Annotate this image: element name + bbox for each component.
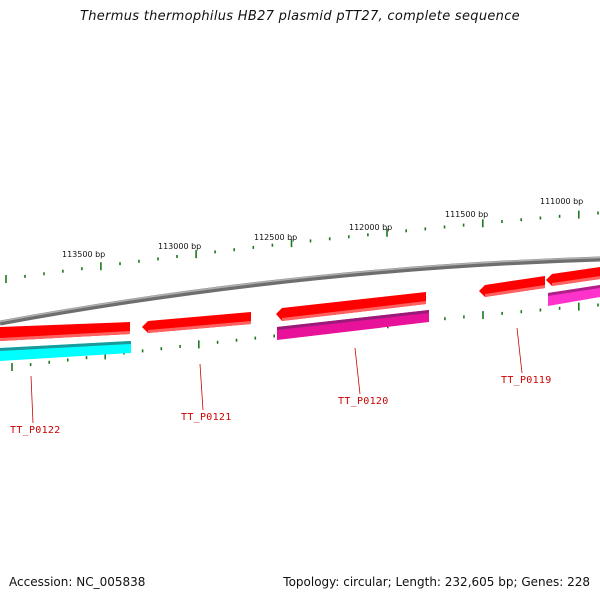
gene-arrow[interactable] xyxy=(0,322,130,341)
gene-label: TT_P0119 xyxy=(501,375,552,386)
gene-arrow[interactable] xyxy=(0,341,131,361)
gene-arrow[interactable] xyxy=(142,312,251,333)
label-leaders xyxy=(30,327,523,424)
outer-ticks xyxy=(5,210,599,283)
map-title: Thermus thermophilus HB27 plasmid pTT27,… xyxy=(80,9,520,24)
tick-label: 112000 bp xyxy=(349,223,392,232)
gene-arrow[interactable] xyxy=(479,276,545,297)
backbone xyxy=(0,256,600,326)
tick-label: 113000 bp xyxy=(158,242,201,251)
gene-label: TT_P0121 xyxy=(181,412,232,423)
accession-text: Accession: NC_005838 xyxy=(9,575,146,589)
gene-arrow[interactable] xyxy=(548,285,600,306)
gene-arrow[interactable] xyxy=(277,310,429,340)
tick-label: 113500 bp xyxy=(62,250,105,259)
tick-label: 112500 bp xyxy=(254,233,297,242)
gene-label: TT_P0120 xyxy=(338,396,389,407)
summary-text: Topology: circular; Length: 232,605 bp; … xyxy=(283,575,590,589)
reverse-gene-track xyxy=(0,285,600,361)
tick-label: 111500 bp xyxy=(445,210,488,219)
forward-gene-track xyxy=(0,267,600,341)
gene-arrow[interactable] xyxy=(546,267,600,286)
gene-label: TT_P0122 xyxy=(10,425,61,436)
gene-arrow[interactable] xyxy=(276,292,426,321)
tick-label: 111000 bp xyxy=(540,197,583,206)
